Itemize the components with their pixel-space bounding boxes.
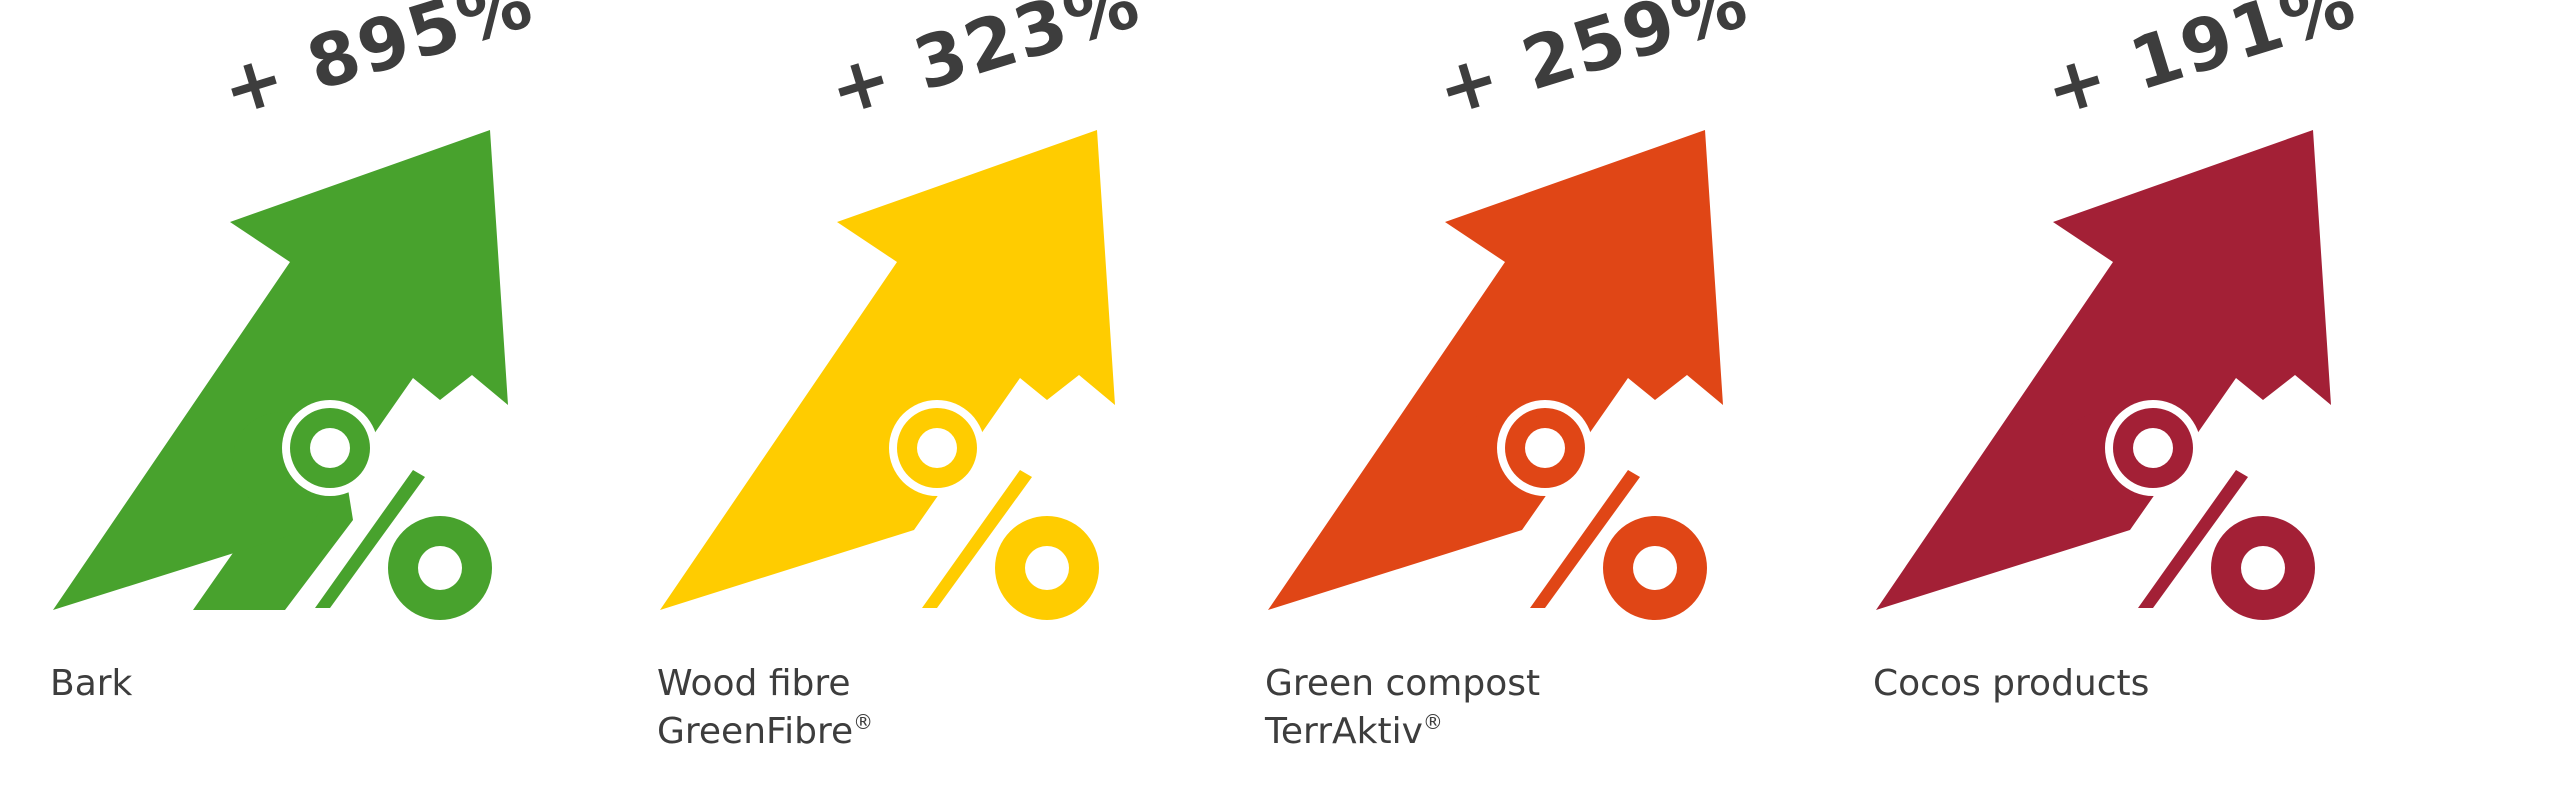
arrow-up-percent-icon [660,130,1115,620]
material-label-line1: Bark [50,663,133,704]
percent-ring-bottom-center [1025,546,1069,590]
percent-slash [2138,470,2248,608]
percent-ring-bottom-center [2241,546,2285,590]
material-label-line1: Green compost [1265,663,1541,704]
percent-ring-top-center [2133,428,2173,468]
percent-slash [922,470,1032,608]
registered-mark: ® [1422,710,1443,734]
percent-ring-bottom-center [1633,546,1677,590]
percent-ring-top-center [1525,428,1565,468]
percent-ring-top-center [310,428,350,468]
material-label: Bark [50,660,132,708]
material-label-line2: GreenFibre® [657,708,873,756]
material-label-line1: Wood fibre [657,663,851,704]
material-label: Wood fibre GreenFibre® [657,660,873,756]
percent-ring-bottom-center [418,546,462,590]
price-tile-cocos-products: + 191% Cocos products [1848,0,2448,800]
registered-mark: ® [853,710,874,734]
price-tile-bark: + 895% Bark [25,0,625,800]
price-tile-wood-fibre: + 323% Wood fibre GreenFibre® [632,0,1232,800]
material-label-line2-text: GreenFibre [657,711,854,752]
material-label-line1: Cocos products [1873,663,2150,704]
arrow-up-percent-icon [1268,130,1723,620]
percent-slash [1530,470,1640,608]
material-label-line2: TerrAktiv® [1265,708,1540,756]
arrow-up-percent-icon [53,130,508,620]
percent-slash [315,470,425,608]
arrow-up-percent-icon [1876,130,2331,620]
material-label-line2-text: TerrAktiv [1265,711,1423,752]
price-tile-green-compost: + 259% Green compost TerrAktiv® [1240,0,1840,800]
material-label: Green compost TerrAktiv® [1265,660,1540,756]
percent-ring-top-center [917,428,957,468]
material-label: Cocos products [1873,660,2149,708]
